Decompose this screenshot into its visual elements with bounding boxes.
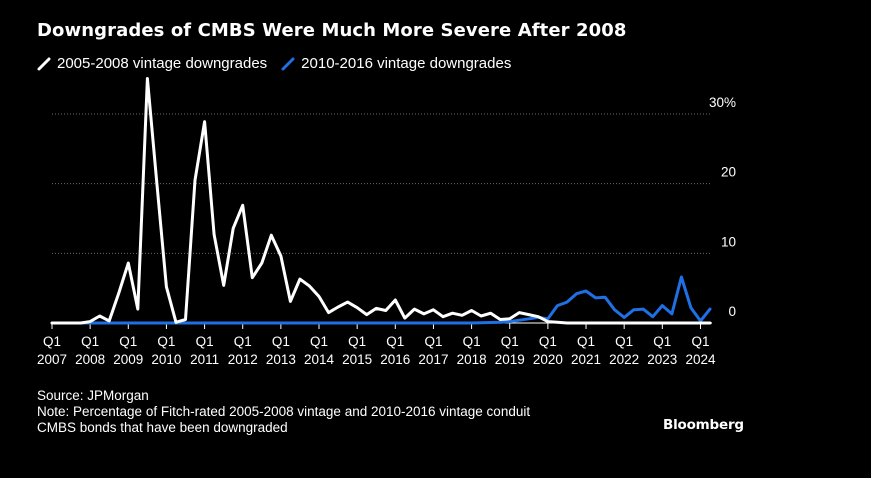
x-tick-year-2022: 2022 <box>609 352 639 367</box>
x-tick-quarter-2011: Q1 <box>196 334 214 349</box>
x-tick-year-2008: 2008 <box>75 352 105 367</box>
x-tick-quarter-2020: Q1 <box>539 334 557 349</box>
x-tick-year-2010: 2010 <box>151 352 181 367</box>
x-tick-year-2007: 2007 <box>37 352 67 367</box>
x-tick-quarter-2007: Q1 <box>43 334 61 349</box>
x-tick-quarter-2023: Q1 <box>653 334 671 349</box>
chart-footer: Source: JPMorgan Note: Percentage of Fit… <box>37 388 530 436</box>
chart-title: Downgrades of CMBS Were Much More Severe… <box>37 20 627 41</box>
x-tick-year-2019: 2019 <box>495 352 525 367</box>
x-tick-quarter-2009: Q1 <box>119 334 137 349</box>
legend-swatch-white-line-icon <box>37 57 51 70</box>
x-tick-quarter-2022: Q1 <box>615 334 633 349</box>
source-text: Source: JPMorgan <box>37 388 149 403</box>
x-tick-quarter-2018: Q1 <box>463 334 481 349</box>
x-tick-year-2009: 2009 <box>113 352 143 367</box>
x-tick-quarter-2013: Q1 <box>272 334 290 349</box>
x-tick-quarter-2015: Q1 <box>348 334 366 349</box>
legend-label-2010-2016: 2010-2016 vintage downgrades <box>301 55 512 72</box>
x-tick-quarter-2017: Q1 <box>424 334 442 349</box>
x-tick-quarter-2008: Q1 <box>81 334 99 349</box>
x-tick-year-2017: 2017 <box>418 352 448 367</box>
x-tick-quarter-2014: Q1 <box>310 334 328 349</box>
x-tick-year-2024: 2024 <box>685 352 716 367</box>
y-tick-label-0: 0 <box>728 304 736 319</box>
x-tick-quarter-2021: Q1 <box>577 334 595 349</box>
x-tick-year-2014: 2014 <box>304 352 335 367</box>
x-tick-year-2020: 2020 <box>533 352 563 367</box>
bloomberg-logo: Bloomberg <box>663 417 744 433</box>
x-tick-year-2015: 2015 <box>342 352 372 367</box>
y-tick-label-20: 20 <box>721 165 736 180</box>
x-tick-quarter-2016: Q1 <box>386 334 404 349</box>
note-text-line-1: Note: Percentage of Fitch-rated 2005-200… <box>37 404 531 419</box>
chart-legend: 2005-2008 vintage downgrades 2010-2016 v… <box>37 55 511 72</box>
x-tick-quarter-2024: Q1 <box>691 334 709 349</box>
y-tick-label-30: 30% <box>709 95 736 110</box>
note-text-line-2: CMBS bonds that have been downgraded <box>37 420 288 435</box>
x-tick-quarter-2010: Q1 <box>157 334 175 349</box>
x-tick-quarter-2019: Q1 <box>501 334 519 349</box>
x-tick-year-2013: 2013 <box>266 352 296 367</box>
legend-swatch-blue-line-icon <box>281 57 295 70</box>
x-tick-year-2011: 2011 <box>190 352 219 367</box>
x-tick-year-2021: 2021 <box>571 352 601 367</box>
x-tick-quarter-2012: Q1 <box>234 334 252 349</box>
series-line-2005-2008 <box>50 77 712 325</box>
x-tick-year-2016: 2016 <box>380 352 410 367</box>
legend-item-2010-2016: 2010-2016 vintage downgrades <box>281 55 511 72</box>
legend-label-2005-2008: 2005-2008 vintage downgrades <box>57 55 268 72</box>
y-tick-label-10: 10 <box>721 234 736 249</box>
legend-item-2005-2008: 2005-2008 vintage downgrades <box>37 55 267 72</box>
x-tick-year-2018: 2018 <box>457 352 487 367</box>
x-tick-year-2012: 2012 <box>228 352 258 367</box>
x-tick-year-2023: 2023 <box>647 352 677 367</box>
series-line-2010-2016 <box>50 275 712 325</box>
